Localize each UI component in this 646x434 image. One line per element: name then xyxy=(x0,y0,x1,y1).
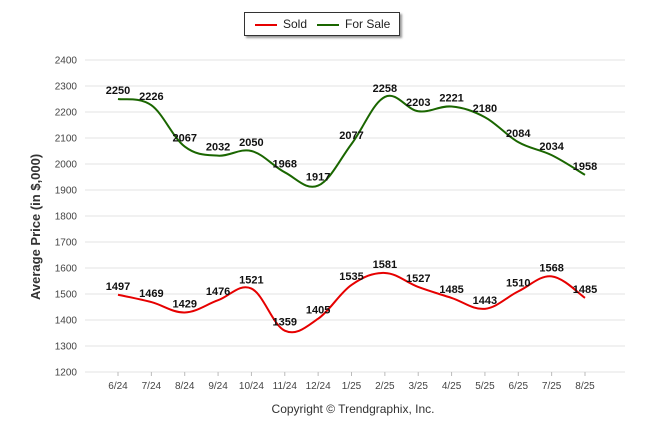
data-label-for-sale: 2077 xyxy=(339,130,363,142)
data-label-sold: 1405 xyxy=(306,305,330,317)
data-label-for-sale: 2258 xyxy=(373,83,397,95)
x-tick-label: 10/24 xyxy=(239,381,264,392)
copyright-text: Copyright © Trendgraphix, Inc. xyxy=(271,402,435,416)
data-label-sold: 1527 xyxy=(406,273,430,285)
y-tick-label: 1700 xyxy=(55,238,78,249)
x-tick-label: 8/25 xyxy=(575,381,595,392)
legend-label-for-sale: For Sale xyxy=(345,17,391,31)
data-label-sold: 1581 xyxy=(373,259,397,271)
x-tick-label: 6/24 xyxy=(108,381,128,392)
data-label-for-sale: 2250 xyxy=(106,85,130,97)
y-tick-label: 2100 xyxy=(55,134,78,145)
y-axis-title: Average Price (in $,000) xyxy=(28,153,43,300)
data-label-sold: 1359 xyxy=(273,317,297,329)
data-label-for-sale: 2203 xyxy=(406,97,430,109)
x-tick-label: 7/25 xyxy=(542,381,562,392)
y-tick-label: 1500 xyxy=(55,290,78,301)
x-tick-label: 1/25 xyxy=(342,381,362,392)
series-line-sold xyxy=(117,271,586,334)
legend-label-sold: Sold xyxy=(283,17,308,31)
y-tick-label: 1600 xyxy=(55,264,78,275)
data-label-for-sale: 1958 xyxy=(573,161,597,173)
y-axis-ticks: 1200 1300 1400 1500 1600 1700 1800 1900 2000 2100… xyxy=(55,56,78,379)
data-label-for-sale: 2084 xyxy=(506,128,531,140)
y-tick-label: 2300 xyxy=(55,82,78,93)
data-label-sold: 1568 xyxy=(539,262,563,274)
data-label-sold: 1429 xyxy=(172,298,196,310)
data-label-sold: 1485 xyxy=(439,284,463,296)
y-tick-label: 1900 xyxy=(55,186,78,197)
x-tick-label: 12/24 xyxy=(306,381,331,392)
x-tick-label: 11/24 xyxy=(273,381,298,392)
legend-swatch-for-sale xyxy=(317,24,339,26)
series-line-for-sale xyxy=(117,94,586,188)
data-label-for-sale: 1917 xyxy=(306,172,330,184)
data-label-sold: 1521 xyxy=(239,275,263,287)
y-tick-label: 2000 xyxy=(55,160,78,171)
x-tick-label: 7/24 xyxy=(142,381,162,392)
data-label-for-sale: 2221 xyxy=(439,93,463,105)
data-label-sold: 1469 xyxy=(139,288,163,300)
x-tick-label: 2/25 xyxy=(375,381,395,392)
data-label-for-sale: 2050 xyxy=(239,137,263,149)
data-label-sold: 1510 xyxy=(506,277,530,289)
data-label-sold: 1497 xyxy=(106,281,130,293)
x-tick-label: 9/24 xyxy=(208,381,228,392)
y-tick-label: 1200 xyxy=(55,368,78,379)
y-tick-label: 1300 xyxy=(55,342,78,353)
data-label-sold: 1443 xyxy=(473,295,497,307)
legend-swatch-sold xyxy=(255,24,277,26)
x-tick-label: 5/25 xyxy=(475,381,495,392)
data-label-for-sale: 1968 xyxy=(273,158,297,170)
x-tick-label: 3/25 xyxy=(408,381,428,392)
legend: Sold For Sale xyxy=(244,12,400,36)
data-label-for-sale: 2032 xyxy=(206,142,230,154)
y-tick-label: 2400 xyxy=(55,56,78,67)
data-label-for-sale: 2034 xyxy=(539,141,564,153)
y-tick-label: 1400 xyxy=(55,316,78,327)
data-label-sold: 1476 xyxy=(206,286,230,298)
data-label-sold: 1535 xyxy=(339,271,363,283)
x-tick-label: 6/25 xyxy=(509,381,529,392)
data-label-for-sale: 2226 xyxy=(139,91,163,103)
x-tick-label: 8/24 xyxy=(175,381,195,392)
data-label-sold: 1485 xyxy=(573,284,597,296)
x-axis-ticks: 6/24 7/24 8/24 9/24 10/24 11/24 12/24 1/25 2/25 3… xyxy=(108,372,595,392)
y-tick-label: 1800 xyxy=(55,212,78,223)
gridlines xyxy=(85,59,625,373)
data-labels: 1497 1469 1429 1476 1521 1359 1405 1535 1581 1527… xyxy=(106,83,597,329)
data-label-for-sale: 2067 xyxy=(172,133,196,145)
series-lines xyxy=(117,94,586,334)
data-label-for-sale: 2180 xyxy=(473,103,497,115)
y-tick-label: 2200 xyxy=(55,108,78,119)
x-tick-label: 4/25 xyxy=(442,381,462,392)
